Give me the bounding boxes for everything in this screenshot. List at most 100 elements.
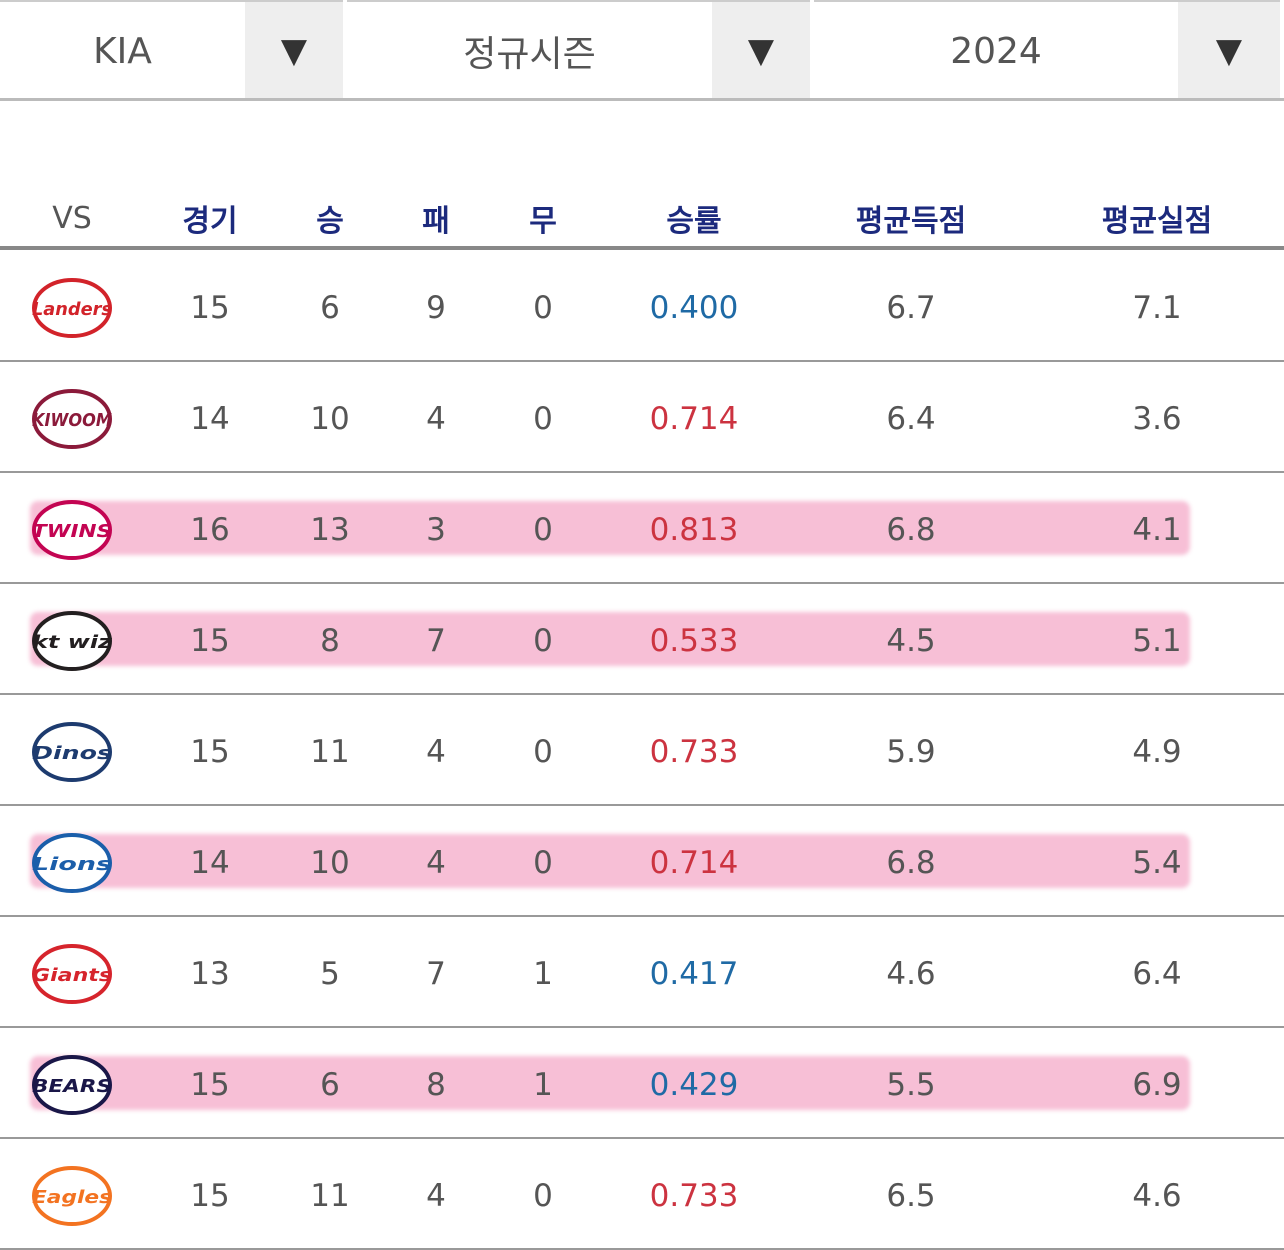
stat-cell: 5.1	[1132, 623, 1182, 659]
stat-cell: 5	[320, 956, 340, 992]
row-highlight	[30, 501, 1190, 555]
logo-graphic: Eagles	[32, 1166, 112, 1226]
stat-cell: 15	[190, 734, 230, 770]
logo-badge	[32, 278, 112, 338]
stat-cell: 0	[533, 623, 553, 659]
stat-cell: 7.1	[1132, 290, 1182, 326]
stat-cell: 15	[190, 1178, 230, 1214]
stat-cell: 4.6	[886, 956, 936, 992]
win-rate: 0.400	[649, 290, 739, 326]
stat-cell: 0	[533, 290, 553, 326]
team-logo: Dinos	[24, 721, 120, 783]
stat-cell: 6.4	[1132, 956, 1182, 992]
stat-cell: 8	[320, 623, 340, 659]
stat-cell: 11	[310, 1178, 350, 1214]
stat-cell: 6	[320, 1067, 340, 1103]
logo-badge	[32, 1055, 112, 1115]
logo-badge	[32, 722, 112, 782]
column-header: 패	[422, 204, 450, 239]
row-divider	[0, 804, 1284, 806]
filter-select[interactable]: 정규시즌	[347, 0, 712, 100]
stat-cell: 0	[533, 401, 553, 437]
dropdown-arrow[interactable]: ▼	[712, 0, 810, 100]
stat-cell: 15	[190, 623, 230, 659]
logo-graphic: KIWOOM	[32, 389, 112, 449]
stat-cell: 15	[190, 1067, 230, 1103]
row-divider	[0, 360, 1284, 362]
win-rate: 0.733	[649, 1178, 739, 1214]
logo-text: Giants	[32, 965, 112, 986]
stat-cell: 11	[310, 734, 350, 770]
stat-cell: 8	[426, 1067, 446, 1103]
stat-cell: 15	[190, 290, 230, 326]
stat-cell: 3	[426, 512, 446, 548]
stat-cell: 5.4	[1132, 845, 1182, 881]
row-divider	[0, 1026, 1284, 1028]
logo-badge	[32, 944, 112, 1004]
stat-cell: 4.1	[1132, 512, 1182, 548]
stat-cell: 3.6	[1132, 401, 1182, 437]
logo-badge	[32, 833, 112, 893]
logo-badge	[32, 611, 112, 671]
column-header: VS	[52, 200, 92, 236]
logo-graphic: Landers	[32, 278, 112, 338]
logo-text: TWINS	[32, 521, 112, 542]
stat-cell: 6.7	[886, 290, 936, 326]
logo-graphic: BEARS	[32, 1055, 112, 1115]
logo-text: Dinos	[32, 743, 112, 764]
team-logo: Eagles	[24, 1165, 120, 1227]
stat-cell: 16	[190, 512, 230, 548]
stat-cell: 4.5	[886, 623, 936, 659]
stat-cell: 10	[310, 401, 350, 437]
stat-cell: 0	[533, 845, 553, 881]
stat-cell: 1	[533, 956, 553, 992]
stat-cell: 6.5	[886, 1178, 936, 1214]
header-divider	[0, 246, 1284, 250]
divider	[0, 98, 1284, 101]
row-divider	[0, 693, 1284, 695]
team-logo: kt wiz	[24, 610, 120, 672]
win-rate: 0.417	[649, 956, 739, 992]
column-header: 승률	[666, 204, 722, 239]
stat-cell: 14	[190, 401, 230, 437]
logo-badge	[32, 1166, 112, 1226]
filter-select[interactable]: KIA	[0, 0, 245, 100]
logo-badge	[32, 389, 112, 449]
stat-cell: 0	[533, 734, 553, 770]
logo-text: Eagles	[32, 1187, 112, 1208]
win-rate: 0.733	[649, 734, 739, 770]
stat-cell: 10	[310, 845, 350, 881]
dropdown-arrow[interactable]: ▼	[245, 0, 343, 100]
stat-cell: 9	[426, 290, 446, 326]
stat-cell: 0	[533, 1178, 553, 1214]
row-highlight	[30, 612, 1190, 666]
logo-graphic: Lions	[32, 833, 112, 893]
team-logo: KIWOOM	[24, 388, 120, 450]
logo-text: KIWOOM	[32, 410, 112, 431]
logo-graphic: kt wiz	[32, 611, 113, 671]
logo-graphic: Dinos	[32, 722, 112, 782]
column-header: 무	[529, 204, 557, 239]
filter-select[interactable]: 2024	[814, 0, 1178, 100]
column-header: 경기	[182, 204, 238, 239]
logo-text: Landers	[32, 299, 112, 320]
stat-cell: 4.9	[1132, 734, 1182, 770]
stat-cell: 6	[320, 290, 340, 326]
stat-cell: 14	[190, 845, 230, 881]
logo-text: BEARS	[32, 1076, 112, 1097]
row-divider	[0, 582, 1284, 584]
dropdown-arrow[interactable]: ▼	[1178, 0, 1280, 100]
stat-cell: 6.9	[1132, 1067, 1182, 1103]
stat-cell: 13	[310, 512, 350, 548]
win-rate: 0.813	[649, 512, 739, 548]
logo-graphic: Giants	[32, 944, 112, 1004]
win-rate: 0.429	[649, 1067, 739, 1103]
stat-cell: 5.9	[886, 734, 936, 770]
stat-cell: 4	[426, 734, 446, 770]
stat-cell: 4.6	[1132, 1178, 1182, 1214]
row-highlight	[30, 834, 1190, 888]
stat-cell: 1	[533, 1067, 553, 1103]
logo-text: kt wiz	[32, 632, 113, 653]
team-logo: Landers	[24, 277, 120, 339]
